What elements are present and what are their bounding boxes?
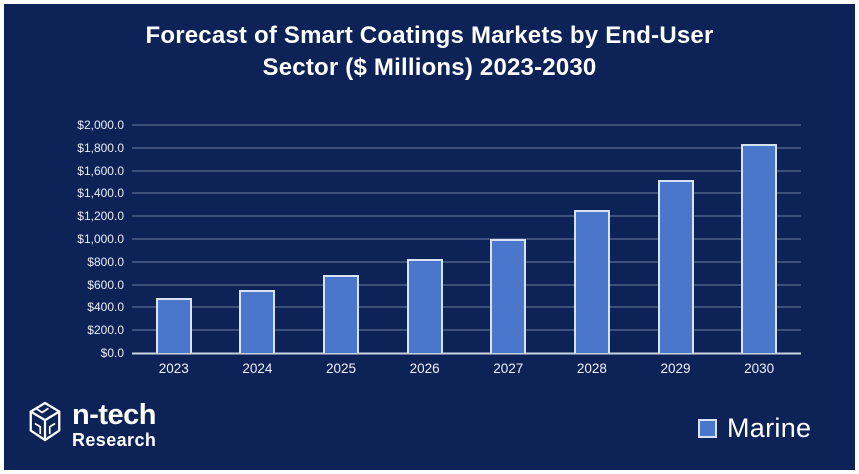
bar-2023: [155, 298, 192, 353]
legend: Marine: [698, 413, 811, 444]
y-tick-label: $1,800.0: [77, 140, 124, 155]
y-tick-label: $1,600.0: [77, 163, 124, 178]
gridline: [132, 215, 801, 217]
bar-2027: [490, 239, 527, 353]
x-axis-labels: 2023 2024 2025 2026 2027 2028 2029 2030: [132, 361, 801, 376]
gridline: [132, 124, 801, 126]
x-tick-label-2028: 2028: [576, 361, 607, 376]
gridline: [132, 284, 801, 286]
chart-title-line2: Sector ($ Millions) 2023-2030: [262, 54, 597, 81]
x-tick-label-2029: 2029: [660, 361, 691, 376]
bar-slot-2023: [132, 125, 216, 353]
gridline: [132, 261, 801, 263]
gridline: [132, 306, 801, 308]
x-tick-label-2026: 2026: [409, 361, 440, 376]
bar-slot-2025: [299, 125, 383, 353]
y-tick-label: $1,000.0: [77, 232, 124, 246]
gridline: [132, 238, 801, 240]
x-axis-line: [132, 352, 801, 355]
bar-slot-2028: [550, 125, 634, 353]
bar-slot-2026: [383, 125, 467, 353]
bar-slot-2024: [216, 125, 300, 353]
gridline: [132, 147, 801, 149]
bar-slot-2030: [717, 125, 801, 353]
x-tick-label-2030: 2030: [744, 361, 775, 376]
chart-title-line1: Forecast of Smart Coatings Markets by En…: [145, 22, 714, 49]
bar-2026: [406, 258, 443, 353]
x-tick-label-2027: 2027: [493, 361, 524, 376]
y-tick-label: $600.0: [87, 277, 124, 292]
cube-icon: [26, 400, 64, 449]
y-tick-label: $0.0: [100, 346, 124, 360]
legend-marine-swatch: [698, 419, 717, 438]
bar-2030: [741, 143, 778, 353]
gridline: [132, 329, 801, 331]
chart-canvas: Forecast of Smart Coatings Markets by En…: [4, 4, 855, 470]
chart-title: Forecast of Smart Coatings Markets by En…: [4, 20, 855, 84]
bars: [132, 125, 801, 353]
gridline: [132, 192, 801, 194]
logo-subtitle: Research: [72, 429, 157, 450]
x-tick-label-2024: 2024: [242, 361, 273, 376]
bar-2028: [573, 209, 610, 353]
logo-name: n-tech: [72, 398, 157, 431]
y-tick-label: $400.0: [87, 300, 124, 315]
legend-marine-label: Marine: [727, 413, 812, 443]
y-tick-label: $200.0: [87, 323, 124, 338]
x-tick-label-2025: 2025: [326, 361, 357, 376]
gridline: [132, 170, 801, 172]
y-tick-label: $1,200.0: [77, 209, 124, 224]
bar-slot-2027: [467, 125, 551, 353]
plot-area: [132, 124, 801, 355]
bar-2029: [657, 180, 694, 353]
y-axis-labels: $2,000.0 $1,800.0 $1,600.0 $1,400.0 $1,200.0…: [32, 118, 124, 360]
bar-slot-2029: [634, 125, 718, 353]
logo-text: n-tech Research: [72, 398, 157, 450]
y-tick-label: $800.0: [87, 254, 124, 269]
y-tick-label: $2,000.0: [77, 118, 124, 132]
bar-2025: [323, 274, 360, 353]
bar-2024: [239, 290, 276, 353]
x-tick-label-2023: 2023: [158, 361, 189, 376]
ntech-research-logo: n-tech Research: [26, 398, 157, 450]
y-tick-label: $1,400.0: [77, 186, 124, 201]
